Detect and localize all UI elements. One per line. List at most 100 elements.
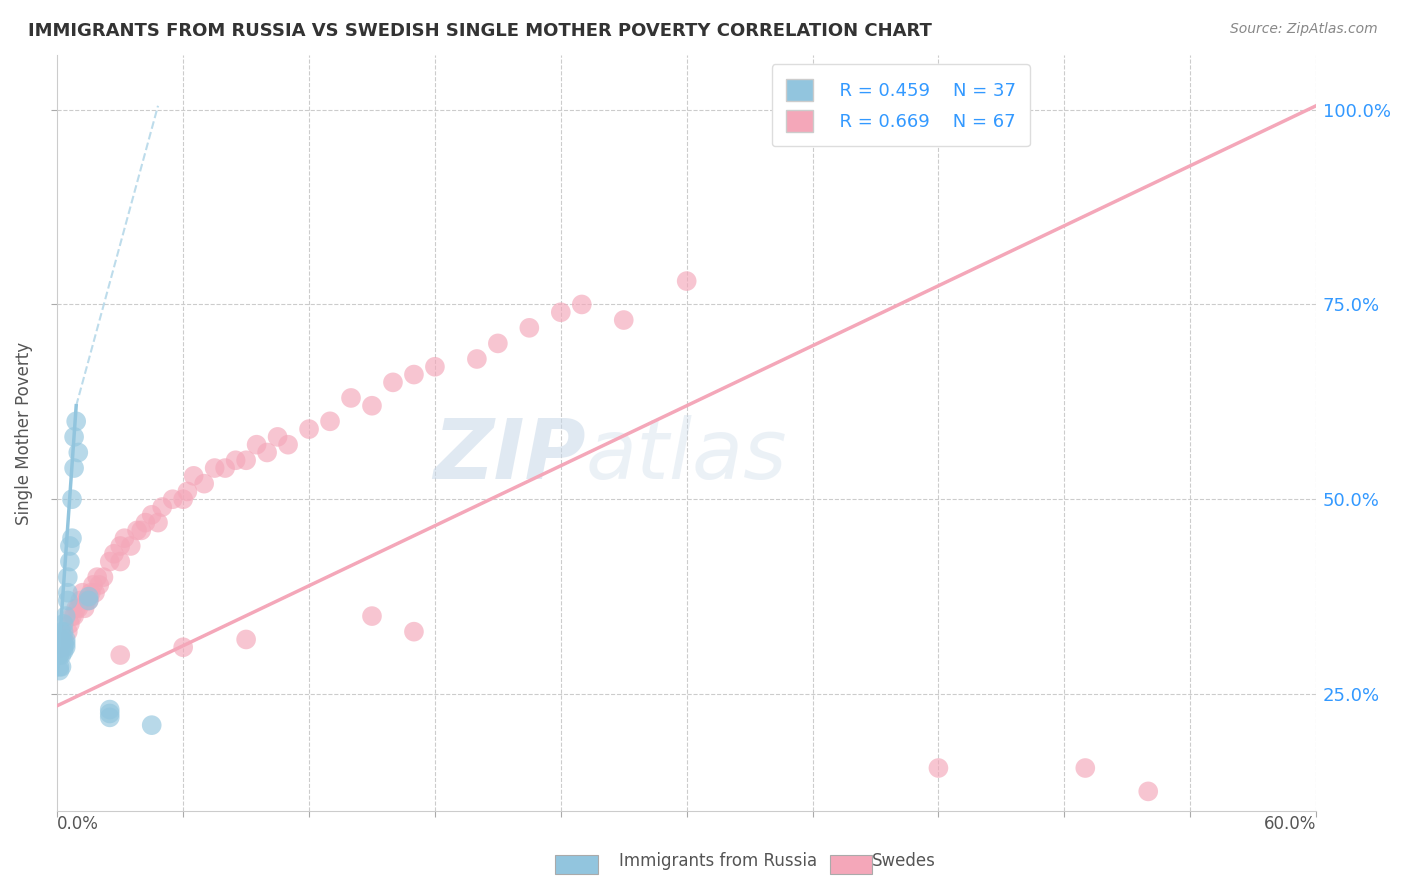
Point bbox=[381, 376, 404, 390]
Legend:   R = 0.459    N = 37,   R = 0.669    N = 67: R = 0.459 N = 37, R = 0.669 N = 67 bbox=[772, 64, 1031, 146]
Point bbox=[63, 430, 86, 444]
Point bbox=[266, 430, 288, 444]
Point bbox=[361, 399, 384, 413]
Text: IMMIGRANTS FROM RUSSIA VS SWEDISH SINGLE MOTHER POVERTY CORRELATION CHART: IMMIGRANTS FROM RUSSIA VS SWEDISH SINGLE… bbox=[28, 22, 932, 40]
Text: Source: ZipAtlas.com: Source: ZipAtlas.com bbox=[1230, 22, 1378, 37]
Point bbox=[1074, 761, 1097, 775]
Point bbox=[89, 578, 111, 592]
Point bbox=[150, 500, 173, 514]
Point bbox=[319, 414, 342, 428]
Point bbox=[52, 632, 75, 647]
Point bbox=[235, 453, 257, 467]
Point bbox=[72, 585, 94, 599]
Point bbox=[465, 351, 488, 366]
Point bbox=[86, 570, 108, 584]
Point bbox=[146, 516, 169, 530]
Point bbox=[56, 570, 79, 584]
Point bbox=[114, 531, 136, 545]
Point bbox=[65, 601, 87, 615]
Point bbox=[55, 632, 77, 647]
Point bbox=[48, 632, 70, 647]
Point bbox=[52, 636, 75, 650]
Point bbox=[67, 445, 90, 459]
Point bbox=[277, 438, 299, 452]
Point bbox=[84, 585, 107, 599]
Point bbox=[361, 609, 384, 624]
Point bbox=[98, 702, 121, 716]
Point bbox=[56, 585, 79, 599]
Point bbox=[48, 648, 70, 662]
Text: ZIP: ZIP bbox=[433, 415, 586, 496]
Point bbox=[59, 616, 82, 631]
Point bbox=[55, 640, 77, 655]
Point bbox=[60, 531, 83, 545]
Point bbox=[63, 461, 86, 475]
Point bbox=[423, 359, 446, 374]
Point bbox=[1137, 784, 1160, 798]
Point bbox=[204, 461, 226, 475]
Point bbox=[141, 508, 163, 522]
Point bbox=[120, 539, 142, 553]
Point bbox=[59, 555, 82, 569]
Point bbox=[51, 640, 73, 655]
Point bbox=[51, 624, 73, 639]
Point bbox=[48, 636, 70, 650]
Point bbox=[340, 391, 363, 405]
Point bbox=[80, 585, 103, 599]
Point bbox=[298, 422, 321, 436]
Point bbox=[571, 297, 593, 311]
Point bbox=[246, 438, 269, 452]
Point bbox=[63, 609, 86, 624]
Point bbox=[172, 492, 194, 507]
Point bbox=[56, 624, 79, 639]
Y-axis label: Single Mother Poverty: Single Mother Poverty bbox=[15, 342, 32, 524]
Point bbox=[125, 524, 148, 538]
Point bbox=[172, 640, 194, 655]
Point bbox=[48, 648, 70, 662]
Point bbox=[486, 336, 509, 351]
Point bbox=[60, 492, 83, 507]
Point bbox=[256, 445, 278, 459]
Point bbox=[98, 706, 121, 721]
Point bbox=[52, 624, 75, 639]
Point bbox=[129, 524, 152, 538]
Text: Immigrants from Russia: Immigrants from Russia bbox=[619, 852, 817, 870]
Point bbox=[51, 632, 73, 647]
Point bbox=[48, 659, 70, 673]
Point bbox=[927, 761, 949, 775]
Text: 60.0%: 60.0% bbox=[1264, 814, 1316, 833]
Text: atlas: atlas bbox=[586, 415, 787, 496]
Text: 0.0%: 0.0% bbox=[58, 814, 100, 833]
Point bbox=[77, 590, 100, 604]
Point bbox=[110, 539, 132, 553]
Point bbox=[98, 555, 121, 569]
Point bbox=[52, 640, 75, 655]
Point bbox=[550, 305, 572, 319]
Point bbox=[59, 539, 82, 553]
Point bbox=[214, 461, 236, 475]
Point bbox=[675, 274, 697, 288]
Point bbox=[93, 570, 115, 584]
Point bbox=[48, 644, 70, 658]
Point bbox=[134, 516, 156, 530]
Point bbox=[235, 632, 257, 647]
Point bbox=[225, 453, 247, 467]
Point bbox=[176, 484, 198, 499]
Point bbox=[613, 313, 636, 327]
Point bbox=[193, 476, 215, 491]
Point bbox=[52, 644, 75, 658]
Point bbox=[517, 321, 540, 335]
Point bbox=[52, 616, 75, 631]
Point bbox=[77, 593, 100, 607]
Point bbox=[82, 578, 104, 592]
Point bbox=[51, 648, 73, 662]
Point bbox=[48, 664, 70, 678]
Point bbox=[98, 710, 121, 724]
Point bbox=[65, 414, 87, 428]
Point bbox=[162, 492, 184, 507]
Point bbox=[56, 593, 79, 607]
Point bbox=[60, 609, 83, 624]
Point bbox=[183, 468, 205, 483]
Point bbox=[73, 601, 96, 615]
Point bbox=[77, 593, 100, 607]
